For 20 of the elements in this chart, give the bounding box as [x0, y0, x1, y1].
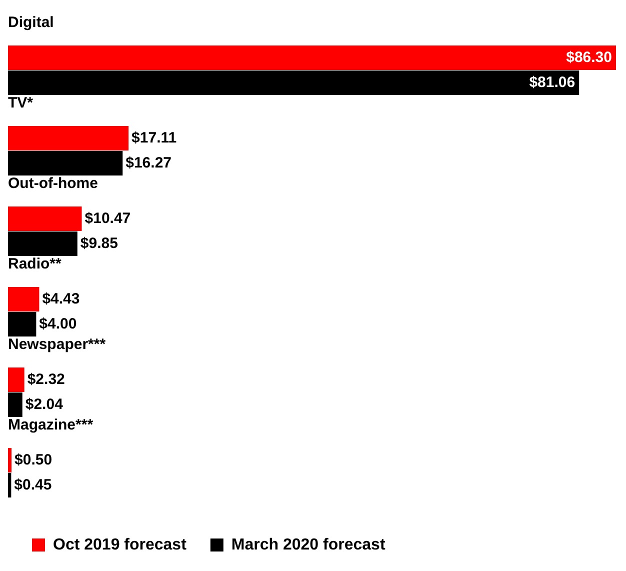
data-label: $0.50 [14, 451, 52, 468]
legend-label: March 2020 forecast [231, 536, 386, 554]
data-label: $4.43 [42, 290, 80, 308]
data-label: $0.45 [14, 476, 52, 494]
y-tick-label: TV* [8, 94, 34, 112]
data-label: $10.47 [84, 210, 131, 227]
y-tick-label: Magazine*** [8, 416, 94, 434]
data-label: $9.85 [80, 234, 118, 252]
data-label: $16.27 [126, 154, 172, 172]
data-label: $2.32 [27, 370, 65, 388]
legend-label: Oct 2019 forecast [53, 536, 188, 554]
data-label: $81.06 [529, 74, 576, 91]
y-tick-label: Digital [8, 14, 54, 31]
data-label: $2.04 [25, 396, 64, 413]
y-tick-label: Newspaper*** [8, 336, 106, 353]
data-label: $86.30 [566, 48, 612, 66]
data-label: $4.00 [39, 315, 77, 332]
y-tick-label: Radio** [8, 255, 62, 272]
data-label: $17.11 [132, 129, 177, 146]
y-tick-label: Out-of-home [8, 174, 98, 192]
